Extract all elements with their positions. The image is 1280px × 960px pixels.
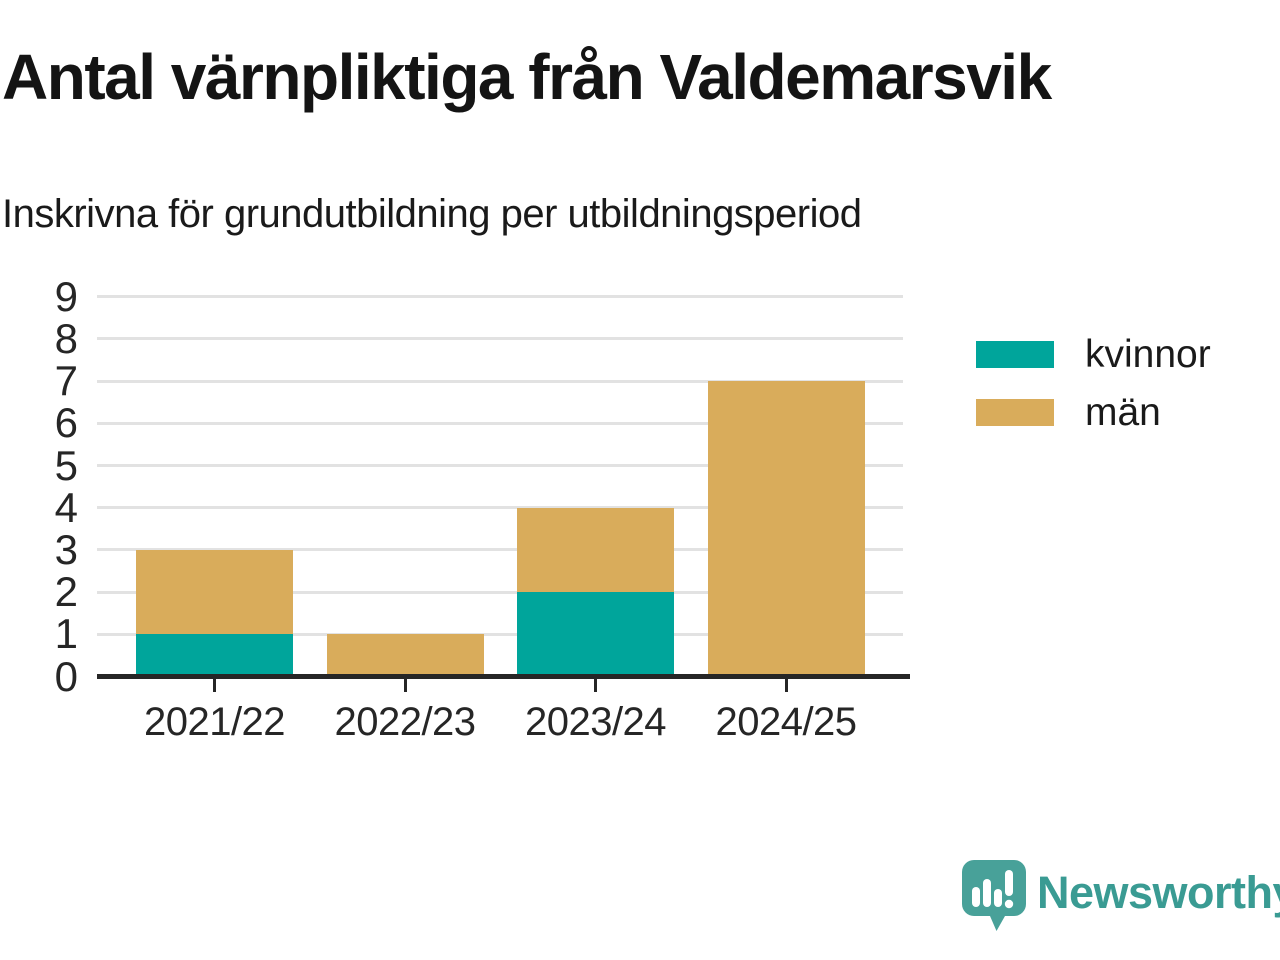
x-axis-tick-label: 2022/23	[334, 700, 476, 744]
x-axis-tick	[403, 679, 407, 692]
y-axis-tick-label: 2	[54, 568, 78, 616]
bar-2024/25-män	[707, 381, 865, 677]
x-axis-tick-label: 2021/22	[143, 700, 286, 744]
x-axis-tick-label: 2024/25	[715, 700, 857, 744]
y-axis-tick-label: 6	[54, 399, 78, 447]
newsworthy-wordmark: Newsworthy	[1037, 867, 1280, 918]
legend-item-man: män	[976, 390, 1211, 435]
legend-swatch-man	[976, 399, 1054, 426]
bar-2022/23-män	[326, 634, 484, 677]
gridline-y9	[97, 295, 903, 299]
y-axis-tick-label: 0	[54, 652, 78, 700]
bar-2021/22-män	[136, 549, 293, 635]
legend-label-kvinnor: kvinnor	[1085, 333, 1211, 376]
legend-label-man: män	[1085, 391, 1161, 434]
gridline-y8	[97, 337, 903, 341]
y-axis-tick-label: 9	[54, 272, 78, 320]
y-axis-tick-label: 4	[54, 483, 78, 531]
y-axis-tick-label: 3	[54, 525, 78, 573]
newsworthy-logo-icon	[962, 860, 1026, 931]
gridline-y1	[97, 632, 903, 636]
y-axis-tick-label: 8	[54, 314, 78, 362]
gridline-y5	[97, 464, 903, 467]
gridline-y7	[97, 379, 903, 383]
gridline-y2	[97, 590, 903, 594]
x-axis-tick	[594, 679, 597, 692]
x-axis-tick	[213, 679, 216, 692]
y-axis-tick-label: 5	[54, 441, 78, 489]
y-axis-tick-label: 7	[54, 357, 78, 405]
legend-item-kvinnor: kvinnor	[976, 332, 1211, 377]
x-axis-tick	[784, 679, 788, 692]
bar-2021/22-kvinnor	[136, 634, 293, 677]
x-axis-line	[97, 674, 910, 679]
gridline-y3	[97, 548, 903, 552]
bar-2023/24-kvinnor	[517, 592, 674, 677]
chart-subtitle: Inskrivna för grundutbildning per utbild…	[2, 192, 862, 236]
gridline-y6	[97, 421, 903, 425]
chart-title: Antal värnpliktiga från Valdemarsvik	[2, 41, 1052, 113]
gridline-y4	[97, 506, 903, 510]
legend-swatch-kvinnor	[976, 341, 1054, 368]
legend: kvinnor män	[976, 332, 1211, 448]
bar-2023/24-män	[517, 507, 674, 593]
x-axis-tick-label: 2023/24	[524, 700, 667, 744]
newsworthy-branding: Newsworthy	[962, 860, 1280, 932]
y-axis-tick-label: 1	[54, 610, 78, 658]
